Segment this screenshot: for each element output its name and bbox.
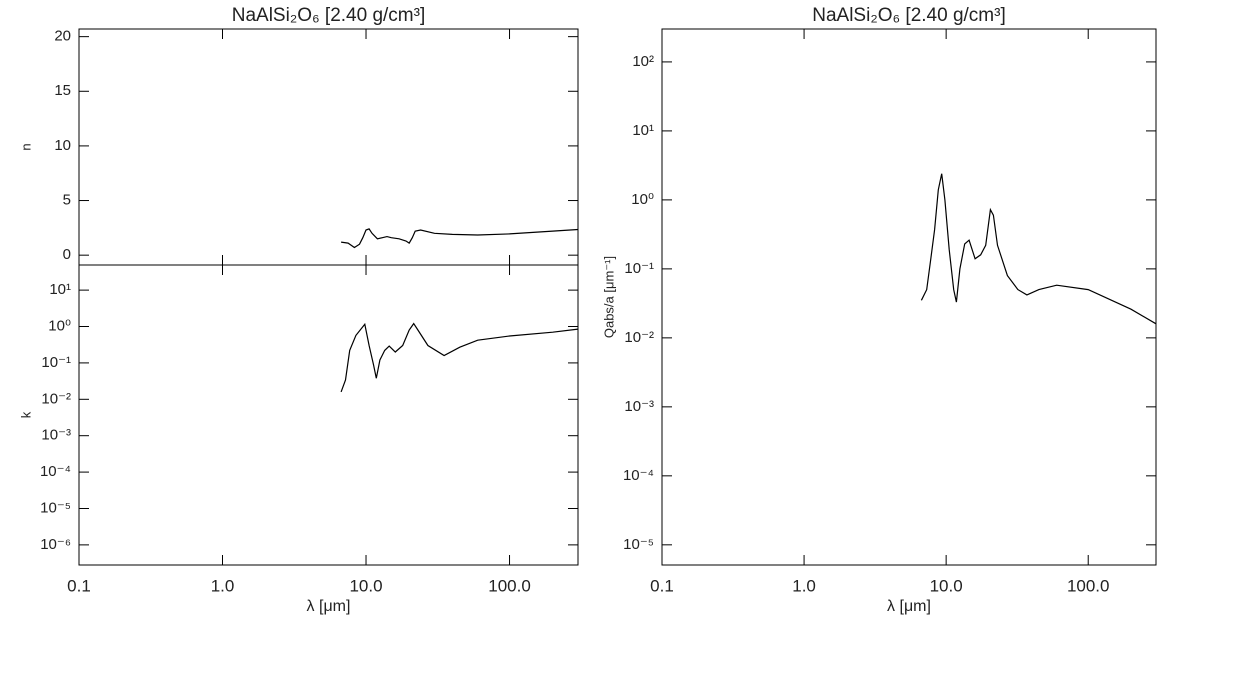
x-axis-label: λ [μm] [887,598,931,615]
y-tick-label: 10⁻² [624,329,654,346]
y-axis-label: k [18,411,33,418]
plot-frame [661,28,1157,566]
x-tick-label: 100.0 [1067,576,1110,595]
y-tick-label: 10⁻¹ [41,354,71,371]
y-tick-label: 10¹ [632,122,654,139]
y-tick-label: 10⁰ [631,191,654,208]
chart-title: NaAlSi₂O₆ [2.40 g/cm³] [232,5,426,26]
y-tick-label: 10⁻⁵ [623,536,654,553]
y-tick-label: 10⁻⁵ [40,499,71,516]
x-tick-label: 1.0 [792,576,816,595]
y-tick-label: 10⁻⁴ [623,467,654,484]
y-tick-label: 10⁻⁴ [40,463,71,480]
y-tick-label: 5 [63,192,71,209]
data-line [920,173,1157,325]
x-tick-label: 100.0 [488,576,531,595]
y-tick-label: 15 [54,82,71,99]
y-axis-label: Qabs/a [μm⁻¹] [601,256,616,338]
x-tick-label: 10.0 [930,576,963,595]
y-tick-label: 10⁻⁶ [40,536,71,553]
y-axis-label: n [18,143,33,150]
plot-frame [78,264,579,566]
y-tick-label: 10⁻² [41,390,71,407]
data-line [340,322,579,393]
x-tick-label: 0.1 [650,576,674,595]
y-tick-label: 20 [54,28,71,45]
x-tick-label: 1.0 [211,576,235,595]
y-tick-label: 10⁰ [48,317,71,334]
y-tick-label: 0 [63,246,71,263]
y-tick-label: 10¹ [49,281,71,298]
plot-frame [78,28,579,266]
data-line [341,228,579,249]
y-tick-label: 10⁻³ [41,427,71,444]
y-tick-label: 10² [632,53,654,70]
chart-title: NaAlSi₂O₆ [2.40 g/cm³] [812,5,1006,26]
x-axis-label: λ [μm] [307,598,351,615]
y-tick-label: 10⁻¹ [624,260,654,277]
x-tick-label: 10.0 [349,576,382,595]
x-tick-label: 0.1 [67,576,91,595]
y-tick-label: 10⁻³ [624,398,654,415]
y-tick-label: 10 [54,137,71,154]
